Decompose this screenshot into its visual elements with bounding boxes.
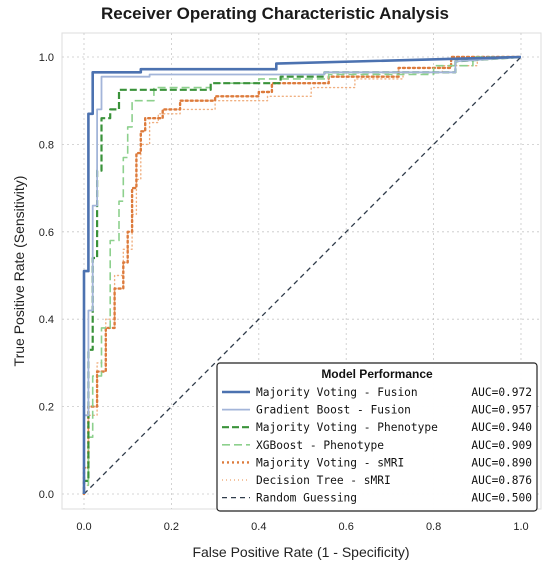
legend-title: Model Performance (321, 367, 433, 381)
x-tick-label: 0.0 (76, 521, 91, 533)
x-tick-label: 0.4 (251, 521, 266, 533)
chart-title: Receiver Operating Characteristic Analys… (100, 4, 450, 23)
legend-auc: AUC=0.876 (471, 474, 532, 487)
y-tick-label: 0.4 (39, 314, 54, 326)
y-tick-label: 0.6 (39, 227, 54, 239)
y-tick-label: 1.0 (39, 52, 54, 64)
legend-label: XGBoost - Phenotype (256, 439, 384, 452)
legend-box (216, 362, 538, 512)
legend-items: Majority Voting - Fusion AUC=0.972 Gradien… (222, 386, 532, 505)
legend-auc: AUC=0.909 (471, 439, 532, 452)
legend-label: Majority Voting - Phenotype (256, 421, 438, 434)
legend-label: Majority Voting - sMRI (256, 456, 404, 469)
legend-auc: AUC=0.890 (471, 456, 532, 469)
x-tick-label: 0.6 (339, 521, 354, 533)
legend-auc: AUC=0.972 (471, 386, 532, 399)
axis-ticks: 0.0 0.2 0.4 0.6 0.8 1.0 0.0 0.2 0.4 0.6 0.8 1.0 (39, 52, 529, 533)
roc-curve-majority-voting-phenotype (82, 55, 522, 494)
legend-label: Gradient Boost - Fusion (256, 404, 411, 417)
legend: Model Performance Majority Voting - Fusi… (216, 362, 538, 512)
legend-label: Decision Tree - sMRI (256, 474, 391, 487)
y-tick-label: 0.2 (39, 402, 54, 414)
roc-curve-gradient-boost-fusion (83, 56, 522, 494)
y-axis-label: True Positive Rate (Sensitivity) (11, 176, 27, 367)
y-tick-label: 0.0 (39, 489, 54, 501)
legend-auc: AUC=0.957 (471, 404, 532, 417)
roc-curves (82, 55, 523, 496)
x-axis-label: False Positive Rate (1 - Specificity) (192, 544, 409, 560)
x-tick-label: 0.2 (164, 521, 179, 533)
legend-label: Majority Voting - Fusion (256, 386, 418, 399)
legend-label: Random Guessing (256, 492, 357, 505)
roc-curve-random-guessing (83, 56, 522, 495)
legend-auc: AUC=0.500 (471, 492, 532, 505)
legend-auc: AUC=0.940 (471, 421, 532, 434)
roc-curve-xgboost-phenotype (83, 56, 521, 494)
roc-curve-majority-voting-fusion (82, 55, 522, 494)
roc-curve-majority-voting-smri (82, 55, 523, 496)
x-tick-label: 1.0 (513, 521, 528, 533)
x-tick-label: 0.8 (426, 521, 441, 533)
y-tick-label: 0.8 (39, 139, 54, 151)
